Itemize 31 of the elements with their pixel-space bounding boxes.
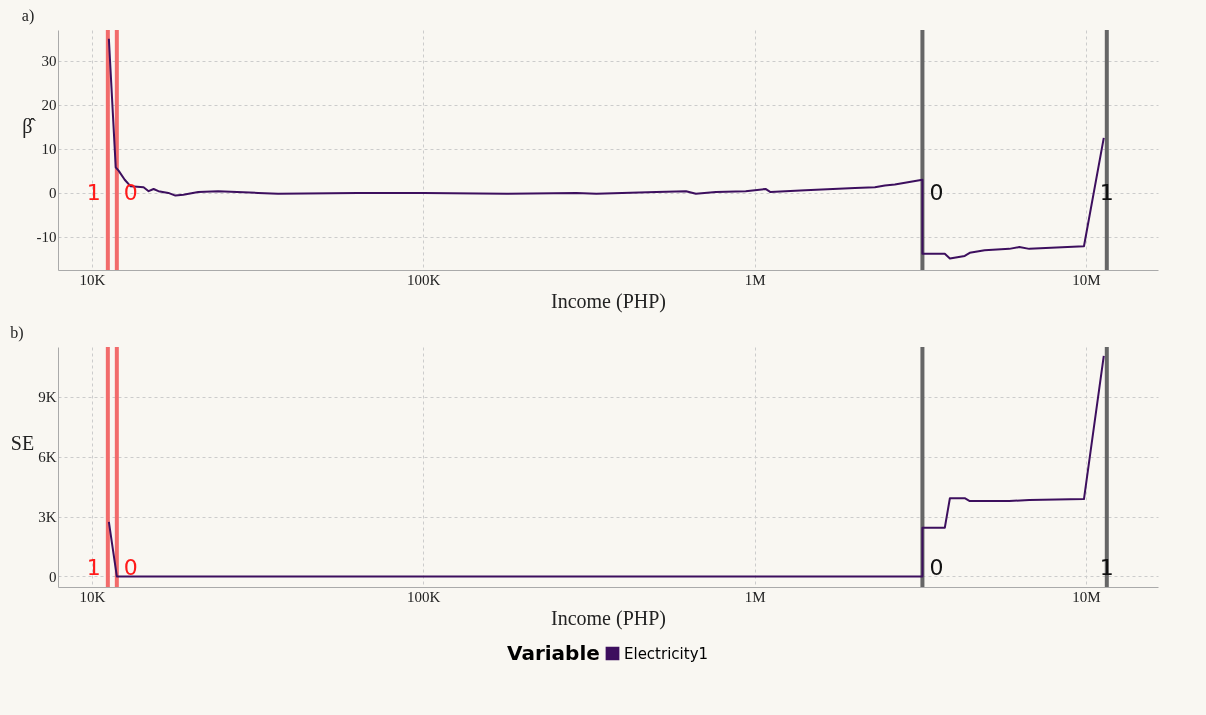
y-tick-label: 10 [41, 141, 57, 158]
y-tick-label: 3K [38, 509, 57, 526]
x-axis-title: Income (PHP) [551, 289, 666, 313]
y-tick-label: 0 [49, 185, 57, 202]
annotation: 1 [86, 555, 101, 581]
y-axis-title: SE [10, 431, 35, 454]
x-tick-label: 10K [79, 588, 106, 605]
legend-label: Electricity1 [624, 644, 709, 663]
legend-title: Variable [507, 641, 600, 665]
y-tick-label: 20 [41, 97, 57, 114]
x-tick-label: 10M [1072, 588, 1101, 605]
x-tick-label: 10M [1072, 271, 1101, 288]
y-tick-label: 9K [38, 389, 57, 406]
annotation: 0 [929, 179, 944, 205]
y-tick-label: -10 [36, 229, 57, 246]
chart-title: a) [21, 7, 35, 25]
x-axis-title: Income (PHP) [551, 606, 666, 630]
y-tick-label: 6K [38, 449, 57, 466]
x-tick-label: 1M [744, 271, 766, 288]
y-tick-label: 0 [49, 568, 57, 585]
x-tick-label: 100K [407, 271, 441, 288]
annotation: 0 [123, 179, 138, 205]
chart-title: b) [10, 324, 24, 342]
x-tick-label: 10K [79, 271, 106, 288]
y-axis-title: β̂ [22, 114, 37, 138]
y-tick-label: 30 [41, 53, 57, 70]
x-tick-label: 1M [744, 588, 766, 605]
x-tick-label: 100K [407, 588, 441, 605]
annotation: 0 [123, 555, 138, 581]
annotation: 0 [929, 555, 944, 581]
annotation: 1 [86, 179, 101, 205]
